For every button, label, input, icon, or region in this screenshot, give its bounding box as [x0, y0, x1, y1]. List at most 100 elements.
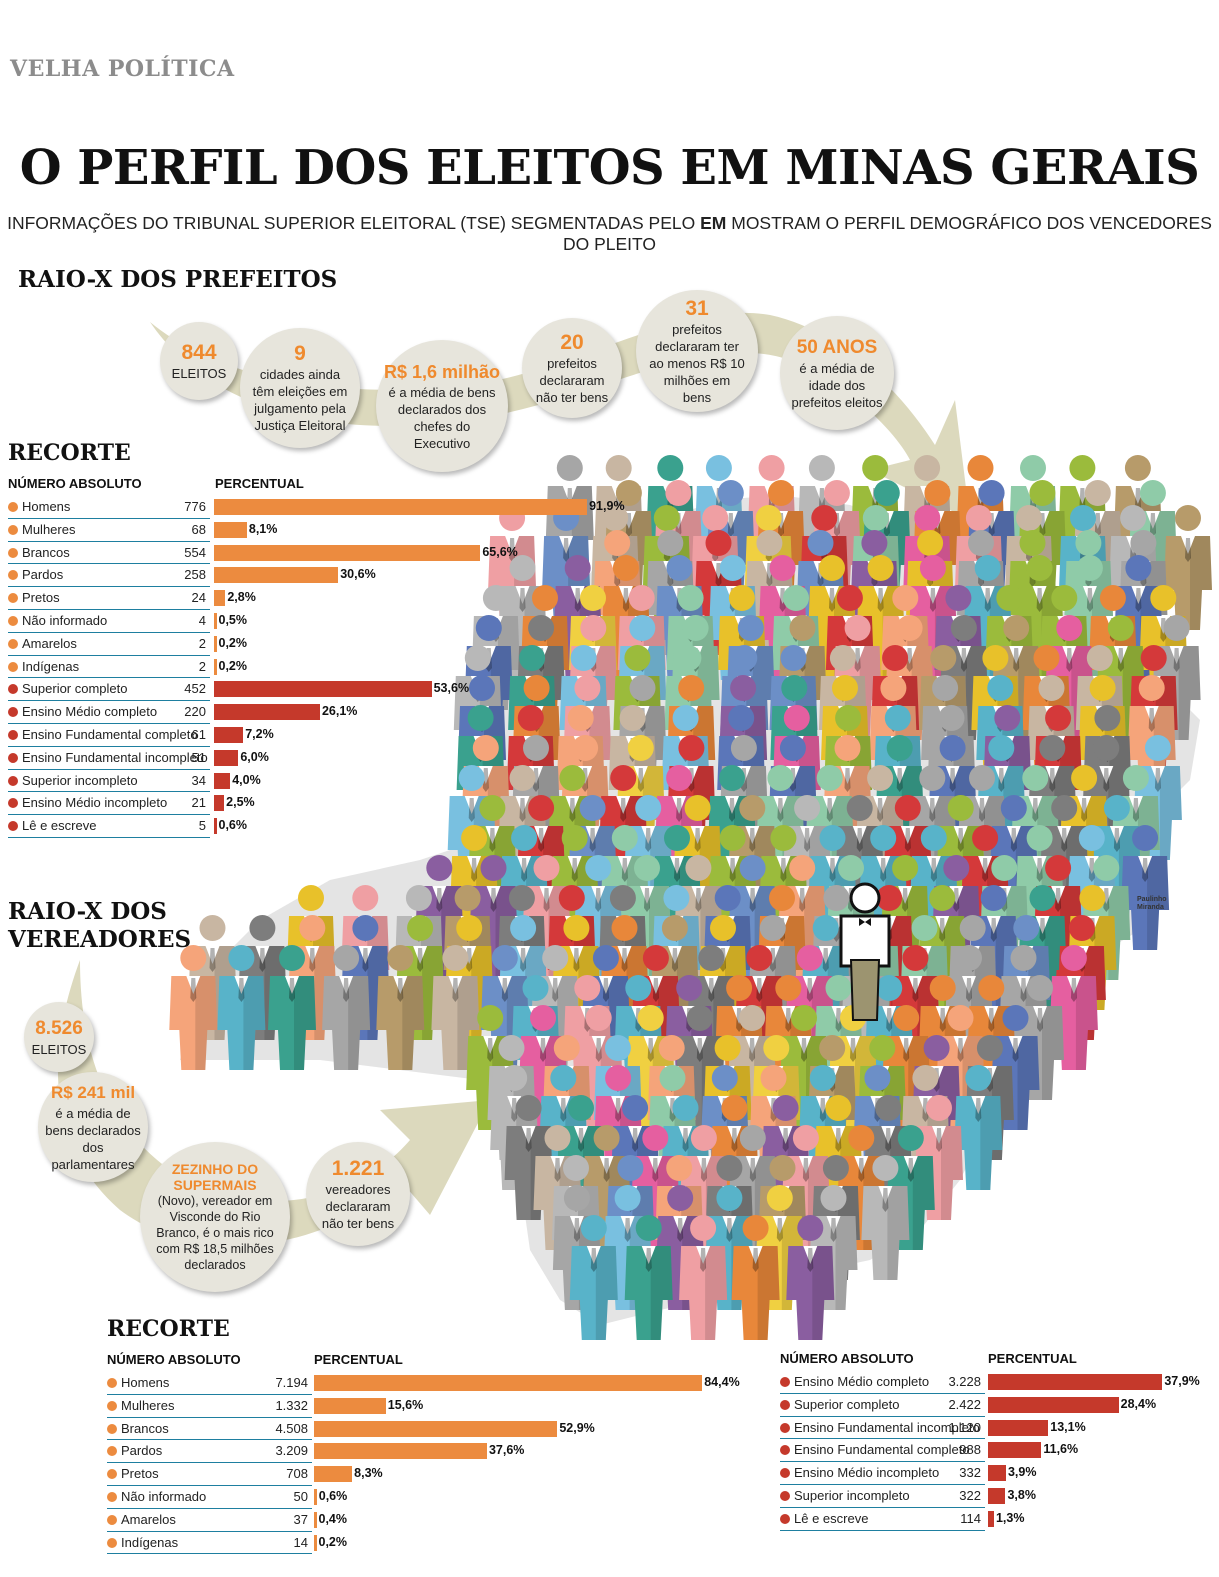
bullet-dot: [107, 1400, 117, 1411]
absolute-value: 988: [959, 1442, 981, 1458]
row-divider: [8, 517, 210, 519]
percent-bar: [214, 658, 217, 675]
category-label: Ensino Médio incompleto: [22, 795, 168, 811]
percent-bar: [988, 1465, 1006, 1482]
percent-label: 11,6%: [1043, 1442, 1079, 1457]
bullet-dot: [780, 1513, 790, 1524]
percent-label: 2,5%: [226, 795, 255, 810]
bullet-dot: [107, 1469, 117, 1480]
stat-sem-bens-prefeitos: 20 prefeitos declararam não ter bens: [522, 318, 622, 418]
absolute-value: 50: [293, 1488, 308, 1504]
row-divider: [107, 1439, 312, 1441]
percent-label: 0,4%: [318, 1511, 348, 1526]
percent-bar: [214, 749, 239, 766]
person-figure: [322, 945, 371, 1070]
bullet-dot: [8, 524, 18, 535]
percent-label: 0,5%: [218, 612, 248, 627]
absolute-value: 332: [959, 1465, 981, 1481]
stat-prefeitos-eleitos: 844 ELEITOS: [160, 322, 238, 400]
stat-text: ELEITOS: [171, 365, 227, 381]
absolute-value: 68: [191, 521, 206, 537]
person-figure: [1121, 825, 1170, 950]
category-label: Indígenas: [22, 658, 80, 674]
person-figure: [954, 1065, 1003, 1190]
percent-label: 37,9%: [1164, 1374, 1200, 1388]
percent-bar: [314, 1511, 317, 1528]
percent-bar: [314, 1375, 703, 1391]
percent-bar: [988, 1487, 1006, 1504]
stat-text: ELEITOS: [31, 1041, 87, 1057]
row-divider: [8, 814, 210, 816]
absolute-value: 21: [191, 795, 206, 811]
stat-text: é a média de bens declarados dos parlame…: [45, 1106, 141, 1172]
row-divider: [8, 631, 210, 633]
bullet-dot: [107, 1491, 117, 1502]
person-figure: [376, 945, 425, 1070]
row-divider: [107, 1530, 312, 1532]
row-divider: [107, 1416, 312, 1418]
credit-line-1: Paulinho: [1137, 896, 1167, 903]
percent-label: 0,2%: [218, 635, 248, 650]
percent-label: 13,1%: [1050, 1419, 1086, 1434]
absolute-value: 3.228: [948, 1374, 981, 1389]
percent-bar: [214, 635, 217, 652]
row-divider: [107, 1462, 312, 1464]
percent-label: 3,9%: [1007, 1465, 1037, 1480]
percent-label: 0,2%: [318, 1534, 348, 1549]
bullet-dot: [8, 798, 18, 809]
percent-bar: [214, 521, 247, 538]
person-figure: [1164, 505, 1212, 630]
stat-number: 8.526: [35, 1017, 83, 1039]
percent-bar: [214, 704, 320, 721]
bullet-dot: [8, 638, 18, 649]
category-label: Lê e escreve: [794, 1510, 869, 1526]
category-label: Homens: [121, 1375, 170, 1390]
absolute-value: 708: [286, 1466, 308, 1482]
percentual-label: PERCENTUAL: [314, 1352, 403, 1367]
category-label: Não informado: [22, 612, 108, 628]
numero-absoluto-label: NÚMERO ABSOLUTO: [780, 1351, 914, 1366]
bullet-dot: [8, 684, 18, 695]
percent-label: 53,6%: [433, 681, 470, 696]
category-label: Brancos: [121, 1420, 169, 1436]
category-label: Não informado: [121, 1488, 207, 1504]
row-divider: [780, 1461, 985, 1463]
numero-absoluto-label: NÚMERO ABSOLUTO: [107, 1352, 241, 1367]
row-divider: [8, 768, 210, 770]
row-divider: [107, 1484, 312, 1486]
percent-label: 28,4%: [1120, 1396, 1157, 1411]
row-divider: [780, 1506, 985, 1508]
category-label: Pretos: [121, 1466, 159, 1482]
absolute-value: 3.209: [275, 1443, 308, 1459]
absolute-value: 322: [959, 1487, 981, 1503]
stat-text: é a média de bens declarados dos chefes …: [388, 385, 496, 451]
absolute-value: 258: [184, 567, 206, 583]
absolute-value: 4: [198, 612, 206, 628]
percent-label: 8,1%: [248, 521, 278, 536]
absolute-value: 554: [184, 544, 206, 560]
percentual-label: PERCENTUAL: [988, 1351, 1077, 1366]
percent-bar: [314, 1488, 317, 1505]
percent-label: 26,1%: [321, 704, 358, 719]
percent-bar: [988, 1374, 1163, 1390]
person-figure: [624, 1215, 673, 1340]
stat-text: cidades ainda têm eleições em julgamento…: [252, 367, 348, 433]
absolute-value: 14: [293, 1534, 308, 1550]
bullet-dot: [8, 821, 18, 832]
person-figure: [431, 945, 480, 1070]
bullet-dot: [107, 1446, 117, 1457]
stat-media-bens-prefeitos: R$ 1,6 milhão é a média de bens declarad…: [376, 340, 508, 472]
category-label: Superior incompleto: [794, 1487, 910, 1503]
percent-bar: [314, 1534, 317, 1551]
percent-label: 3,8%: [1007, 1487, 1036, 1502]
absolute-value: 7.194: [275, 1375, 308, 1390]
absolute-value: 2: [198, 635, 206, 651]
percent-label: 84,4%: [704, 1375, 740, 1389]
row-divider: [8, 563, 210, 565]
stat-number: R$ 241 mil: [50, 1083, 136, 1102]
percent-label: 0,6%: [218, 818, 248, 833]
category-label: Ensino Médio incompleto: [794, 1465, 940, 1481]
stat-number: R$ 1,6 milhão: [383, 362, 501, 382]
category-label: Ensino Fundamental incompleto: [22, 749, 208, 765]
bullet-dot: [780, 1468, 790, 1479]
